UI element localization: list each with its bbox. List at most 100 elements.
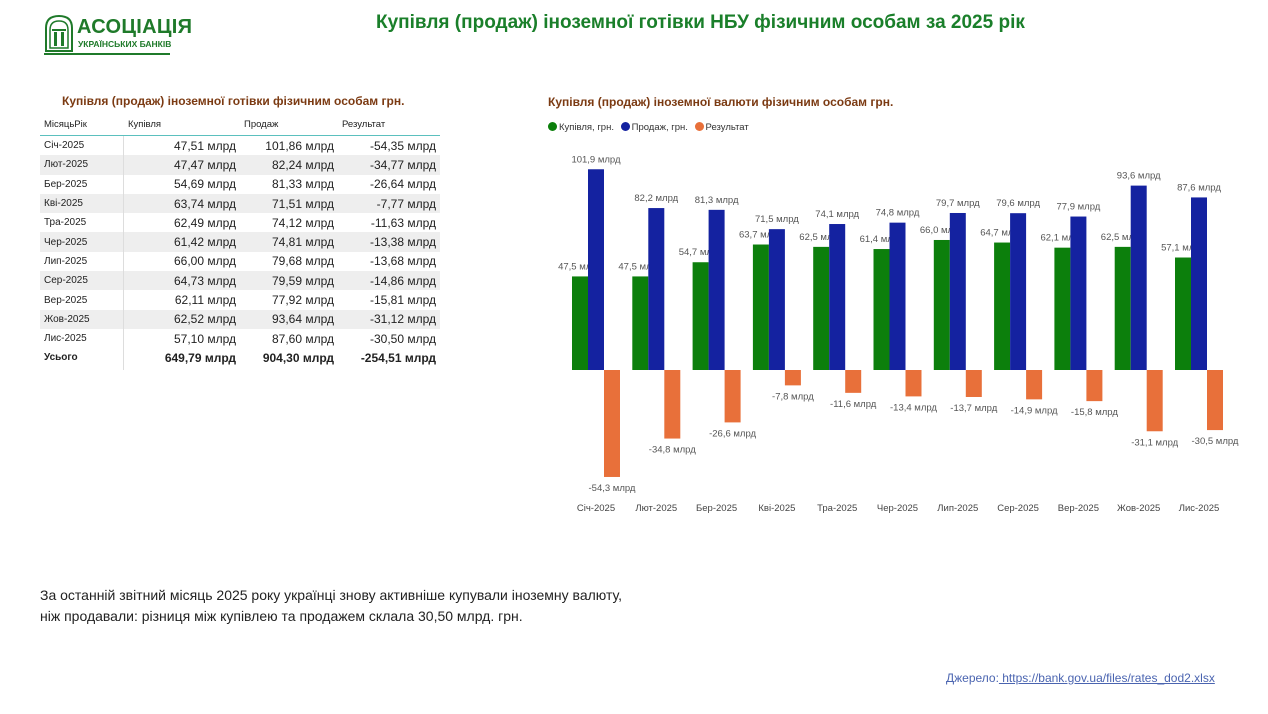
data-label: 61,4 млрд xyxy=(860,234,904,245)
logo-title: АСОЦІАЦІЯ xyxy=(77,16,193,38)
data-label: 62,5 млрд xyxy=(1101,232,1145,243)
x-tick-label: Чер-2025 xyxy=(877,503,918,514)
bar-sale[interactable] xyxy=(648,208,665,370)
bar-result[interactable] xyxy=(905,370,922,397)
cell-result: -11,63 млрд xyxy=(370,215,436,230)
bar-result[interactable] xyxy=(1207,370,1223,431)
cell-purchase: 47,47 млрд xyxy=(124,155,240,175)
table-total-row: Усього 649,79 млрд 904,30 млрд -254,51 м… xyxy=(40,348,440,367)
cell-sale: 101,86 млрд xyxy=(265,138,334,153)
bar-purchase[interactable] xyxy=(1175,257,1191,370)
cell-sale: 87,60 млрд xyxy=(271,331,334,346)
data-label: 54,7 млрд xyxy=(679,247,723,258)
bar-result[interactable] xyxy=(724,370,741,423)
bar-sale[interactable] xyxy=(588,169,604,370)
data-table: МісяцьРік Купівля Продаж Результат Січ-2… xyxy=(40,113,440,368)
bar-sale[interactable] xyxy=(768,229,785,370)
column-header-result[interactable]: Результат xyxy=(338,113,440,136)
data-label: -31,1 млрд xyxy=(1131,437,1178,448)
cell-sale: 81,33 млрд xyxy=(271,177,334,192)
data-label: -11,6 млрд xyxy=(830,399,877,410)
x-tick-label: Сер-2025 xyxy=(997,503,1039,514)
data-label: -30,5 млрд xyxy=(1192,436,1239,447)
bar-purchase[interactable] xyxy=(873,249,890,370)
cell-result: -13,38 млрд xyxy=(338,232,440,252)
data-label: -34,8 млрд xyxy=(649,445,696,456)
cell-sale: 82,24 млрд xyxy=(240,155,338,175)
cell-month: Січ-2025 xyxy=(44,140,85,152)
table-row: Чер-2025 61,42 млрд 74,81 млрд -13,38 млрд xyxy=(40,232,440,252)
x-tick-label: Лис-2025 xyxy=(1179,503,1220,514)
data-label: -7,8 млрд xyxy=(772,391,814,402)
bar-result[interactable] xyxy=(1026,370,1043,400)
x-tick-label: Вер-2025 xyxy=(1058,503,1099,514)
legend-item-sale[interactable]: Продаж, грн. xyxy=(620,122,688,133)
cell-sale: 74,81 млрд xyxy=(240,232,338,252)
legend-label-purchase: Купівля, грн. xyxy=(559,122,614,133)
data-label: 82,2 млрд xyxy=(634,193,678,204)
bar-purchase[interactable] xyxy=(933,239,950,370)
legend-item-result[interactable]: Результат xyxy=(694,122,749,133)
bar-result[interactable] xyxy=(965,370,982,397)
table-row: Лис-2025 57,10 млрд 87,60 млрд -30,50 млрд xyxy=(40,329,440,348)
table-column-divider xyxy=(123,136,124,370)
table-row: Сер-2025 64,73 млрд 79,59 млрд -14,86 млрд xyxy=(40,271,440,291)
bar-purchase[interactable] xyxy=(572,276,588,370)
data-label: -15,8 млрд xyxy=(1071,407,1118,418)
bar-sale[interactable] xyxy=(1130,185,1147,370)
column-header-purchase[interactable]: Купівля xyxy=(124,113,240,136)
bar-result[interactable] xyxy=(845,370,862,393)
bar-purchase[interactable] xyxy=(994,242,1011,370)
bar-result[interactable] xyxy=(664,370,681,439)
bar-sale[interactable] xyxy=(1191,197,1207,370)
legend-item-purchase[interactable]: Купівля, грн. xyxy=(548,122,614,133)
data-label: 66,0 млрд xyxy=(920,225,964,236)
bar-purchase[interactable] xyxy=(1054,247,1071,370)
data-label: 63,7 млрд xyxy=(739,230,783,241)
x-tick-label: Жов-2025 xyxy=(1117,503,1160,514)
bar-sale[interactable] xyxy=(1010,213,1027,370)
x-tick-label: Січ-2025 xyxy=(577,503,615,514)
bar-sale[interactable] xyxy=(889,222,906,370)
cell-result: -30,50 млрд xyxy=(369,331,436,346)
cell-purchase: 57,10 млрд xyxy=(173,331,236,346)
bar-purchase[interactable] xyxy=(813,246,830,370)
data-label: -26,6 млрд xyxy=(709,428,756,439)
cell-month: Кві-2025 xyxy=(40,193,124,214)
page-title: Купівля (продаж) іноземної готівки НБУ ф… xyxy=(376,12,1025,33)
cell-month: Вер-2025 xyxy=(44,294,88,306)
cell-month: Тра-2025 xyxy=(44,217,87,229)
source-note: Джерело: https://bank.gov.ua/files/rates… xyxy=(946,671,1215,685)
bar-sale[interactable] xyxy=(1070,216,1087,370)
bar-result[interactable] xyxy=(1146,370,1163,432)
column-header-sale[interactable]: Продаж xyxy=(240,113,338,136)
bar-purchase[interactable] xyxy=(692,262,709,370)
data-label: 47,5 млрд xyxy=(618,261,662,272)
bar-sale[interactable] xyxy=(708,209,725,370)
source-link[interactable]: https://bank.gov.ua/files/rates_dod2.xls… xyxy=(998,671,1215,685)
bar-purchase[interactable] xyxy=(1114,246,1131,370)
cell-month: Чер-2025 xyxy=(40,232,124,252)
cell-month: Бер-2025 xyxy=(44,178,88,190)
bar-sale[interactable] xyxy=(949,212,966,370)
cell-result: -15,81 млрд xyxy=(369,293,436,308)
bar-result[interactable] xyxy=(1086,370,1103,402)
cell-month: Лип-2025 xyxy=(44,255,88,267)
cell-sale: 77,92 млрд xyxy=(271,293,334,308)
data-label: 93,6 млрд xyxy=(1117,171,1161,182)
data-label: 62,5 млрд xyxy=(799,232,843,243)
cell-sale: 93,64 млрд xyxy=(240,309,338,329)
cell-purchase: 63,74 млрд xyxy=(124,193,240,214)
logo-underline xyxy=(44,53,170,55)
bar-purchase[interactable] xyxy=(752,244,769,370)
legend-label-sale: Продаж, грн. xyxy=(631,122,688,133)
bar-sale[interactable] xyxy=(829,224,846,370)
chart-legend: Купівля, грн. Продаж, грн. Результат xyxy=(548,122,753,133)
cell-purchase: 54,69 млрд xyxy=(173,177,236,192)
data-label: 87,6 млрд xyxy=(1177,182,1221,193)
bar-result[interactable] xyxy=(784,370,801,386)
bar-result[interactable] xyxy=(604,370,620,477)
cell-month: Сер-2025 xyxy=(40,271,124,291)
column-header-month[interactable]: МісяцьРік xyxy=(40,113,124,136)
bar-purchase[interactable] xyxy=(632,276,649,370)
